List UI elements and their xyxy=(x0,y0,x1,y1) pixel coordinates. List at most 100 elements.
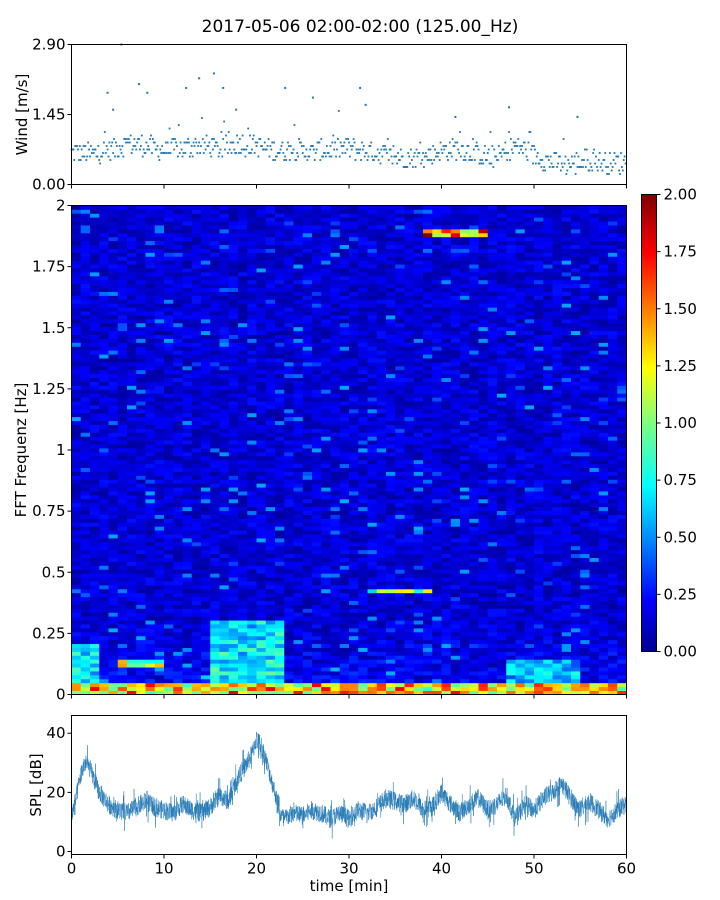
spectrogram-cell xyxy=(376,416,387,422)
spectrogram-cell xyxy=(321,412,331,418)
spectrogram-cell xyxy=(256,420,267,425)
spectrogram-cell xyxy=(423,639,433,645)
spectrogram-cell xyxy=(580,592,590,598)
spectrogram-cell xyxy=(117,416,128,422)
spectrogram-cell xyxy=(432,428,442,433)
spectrogram-cell xyxy=(367,651,378,656)
spectrogram-cell xyxy=(432,420,442,425)
spectrogram-cell xyxy=(154,526,165,531)
wind-point xyxy=(205,134,208,137)
spectrogram-cell xyxy=(117,553,128,558)
spectrogram-cell xyxy=(99,592,109,598)
spectrogram-cell xyxy=(598,690,609,695)
spectrogram-cell xyxy=(441,549,452,555)
spectrogram-cell xyxy=(561,448,572,453)
spectrogram-cell xyxy=(164,667,174,672)
wind-point xyxy=(274,159,276,161)
spectrogram-cell xyxy=(228,498,239,504)
spectrogram-cell xyxy=(90,620,100,625)
spectrogram-cell xyxy=(90,471,100,476)
spectrogram-cell xyxy=(367,577,378,582)
spectrogram-cell xyxy=(312,577,322,582)
spectrogram-cell xyxy=(515,581,526,586)
spectrogram-cell xyxy=(339,643,350,648)
spectrogram-cell xyxy=(617,616,627,621)
spectrogram-cell xyxy=(469,561,479,566)
spectrogram-cell xyxy=(321,659,331,664)
spectrogram-cell xyxy=(349,530,359,535)
wind-point xyxy=(347,138,349,140)
spectrogram-cell xyxy=(293,408,304,414)
spectrogram-cell xyxy=(358,475,368,480)
spectrogram-cell xyxy=(117,514,128,519)
spectrogram-cell xyxy=(339,588,350,594)
spectrogram-cell xyxy=(349,514,359,519)
spectrogram-cell xyxy=(367,581,378,586)
spectrogram-cell xyxy=(561,659,572,664)
spectrogram-cell xyxy=(376,573,387,578)
spectrogram-cell xyxy=(210,506,220,512)
spectrogram-cell xyxy=(219,448,230,453)
spectrogram-cell xyxy=(524,479,535,484)
spectrogram-cell xyxy=(108,690,119,695)
wind-point xyxy=(538,162,541,165)
spectrogram-cell xyxy=(339,577,350,582)
spectrogram-cell xyxy=(80,510,91,515)
spectrogram-cell xyxy=(589,631,600,637)
spectrogram-cell xyxy=(99,455,109,461)
spectrogram-cell xyxy=(293,463,304,469)
spectrogram-cell xyxy=(191,577,202,582)
spectrogram-cell xyxy=(386,631,396,637)
spectrogram-cell xyxy=(191,600,202,605)
spectrogram-cell xyxy=(524,522,535,527)
wind-point xyxy=(620,152,622,154)
spectrogram-cell xyxy=(164,545,174,551)
spectrogram-cell xyxy=(358,467,368,472)
spectrogram-cell xyxy=(561,420,572,425)
spectrogram-cell xyxy=(469,557,479,562)
wind-point xyxy=(468,159,471,161)
spectrogram-cell xyxy=(487,432,498,437)
spectrogram-cell xyxy=(127,588,137,594)
spectrogram-cell xyxy=(413,608,424,613)
spectrogram-cell xyxy=(497,420,507,425)
spectrogram-cell xyxy=(524,659,535,664)
spectrogram-cell xyxy=(80,616,91,621)
spectrogram-cell xyxy=(349,592,359,598)
spectrogram-cell xyxy=(571,502,581,508)
spectrogram-cell xyxy=(376,667,387,672)
spectrogram-cell xyxy=(386,616,396,621)
spectrogram-cell xyxy=(386,600,396,605)
spectrogram-cell xyxy=(506,475,516,480)
spectrogram-cell xyxy=(90,538,100,543)
spectrogram-cell xyxy=(164,690,174,695)
wind-point xyxy=(199,152,201,154)
spectrogram-cell xyxy=(358,573,368,578)
spectrogram-cell xyxy=(71,534,82,539)
spectrogram-cell xyxy=(154,416,165,422)
spectrogram-cell xyxy=(219,416,230,422)
spectrogram-cell xyxy=(589,455,600,461)
spectrogram-cell xyxy=(99,667,109,672)
spectrogram-cell xyxy=(506,663,516,668)
spectrogram-cell xyxy=(154,491,165,496)
spectrogram-cell xyxy=(497,549,507,555)
wind-point xyxy=(455,159,458,161)
spectrogram-cell xyxy=(265,584,276,590)
wind-point xyxy=(352,138,355,140)
wind-point xyxy=(524,148,527,151)
spectrogram-cell xyxy=(376,510,387,515)
spectrogram-cell xyxy=(302,534,313,539)
spectrogram-cell xyxy=(136,584,146,590)
spectrogram-cell xyxy=(589,494,600,500)
spectrogram-cell xyxy=(349,663,359,668)
spectrogram-cell xyxy=(589,620,600,625)
spectrogram-cell xyxy=(478,448,489,453)
spectrogram-cell xyxy=(552,538,563,543)
spectrogram-cell xyxy=(219,545,230,551)
spectrogram-cell xyxy=(108,530,119,535)
spectrogram-cell xyxy=(423,451,433,457)
spectrogram-cell xyxy=(524,518,535,523)
spectrogram-cell xyxy=(247,557,257,562)
spectrogram-cell xyxy=(413,455,424,461)
